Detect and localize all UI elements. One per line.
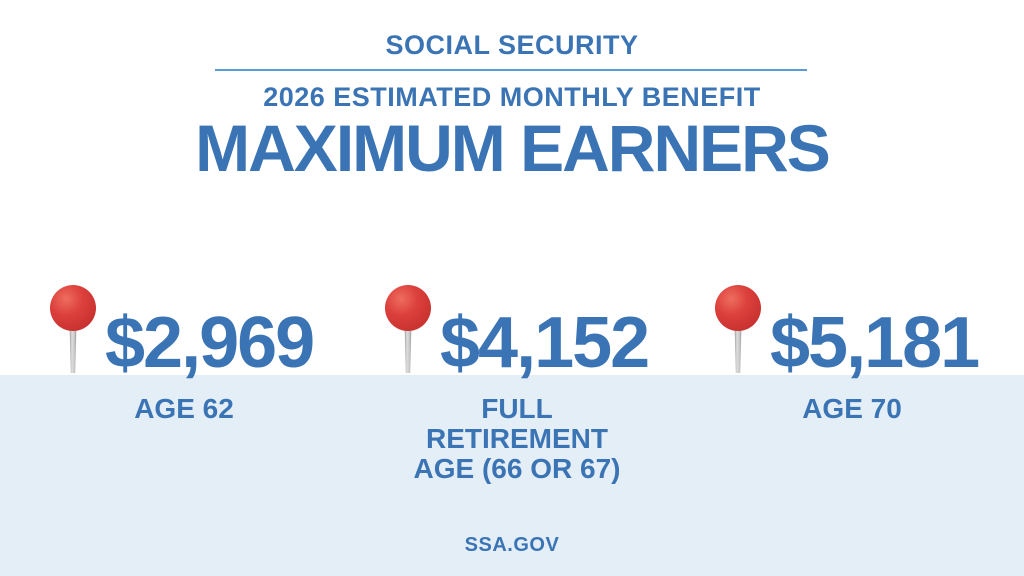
header-divider-line (215, 69, 807, 71)
benefit-row: $5,181 (713, 285, 991, 379)
benefit-row: $2,969 (48, 285, 320, 379)
benefit-card-age-70: $5,181 AGE 70 (713, 285, 991, 424)
pushpin-icon (385, 285, 431, 373)
bottom-band (0, 375, 1024, 576)
benefit-row: $4,152 (383, 285, 651, 379)
benefit-amount: $2,969 (105, 303, 315, 383)
benefit-label: AGE 70 (802, 393, 902, 424)
pushpin-icon (50, 285, 96, 373)
kicker-text: SOCIAL SECURITY (385, 30, 639, 60)
benefit-card-age-62: $2,969 AGE 62 (48, 285, 320, 424)
pushpin-icon (715, 285, 761, 373)
page-title: MAXIMUM EARNERS (195, 111, 831, 185)
subtitle-text: 2026 ESTIMATED MONTHLY BENEFIT (263, 82, 761, 112)
benefit-label: FULL RETIREMENT AGE (66 OR 67) (413, 393, 621, 484)
benefit-card-full-retirement-age: $4,152 FULL RETIREMENT AGE (66 OR 67) (383, 285, 651, 484)
benefit-amount: $4,152 (440, 303, 650, 383)
benefit-label: AGE 62 (134, 393, 234, 424)
source-site-text: SSA.GOV (464, 534, 560, 556)
benefit-amount: $5,181 (770, 303, 980, 383)
